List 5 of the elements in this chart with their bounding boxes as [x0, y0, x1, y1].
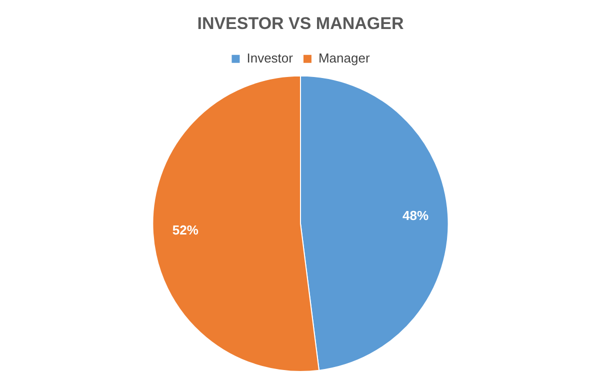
legend-label: Investor [246, 50, 294, 66]
data-label: 52% [172, 222, 199, 238]
chart-title: INVESTOR VS MANAGER [197, 14, 404, 33]
legend-label: Manager [318, 50, 370, 66]
data-label: 48% [402, 208, 429, 224]
